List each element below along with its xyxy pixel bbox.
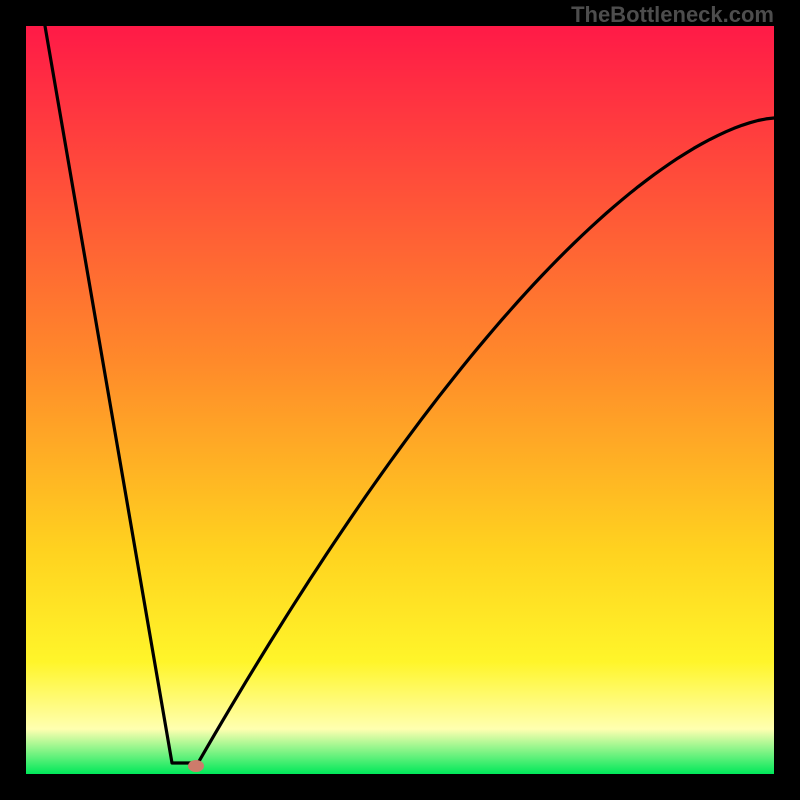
plot-gradient-area <box>26 26 774 774</box>
chart-frame: TheBottleneck.com <box>0 0 800 800</box>
watermark-text: TheBottleneck.com <box>571 2 774 28</box>
